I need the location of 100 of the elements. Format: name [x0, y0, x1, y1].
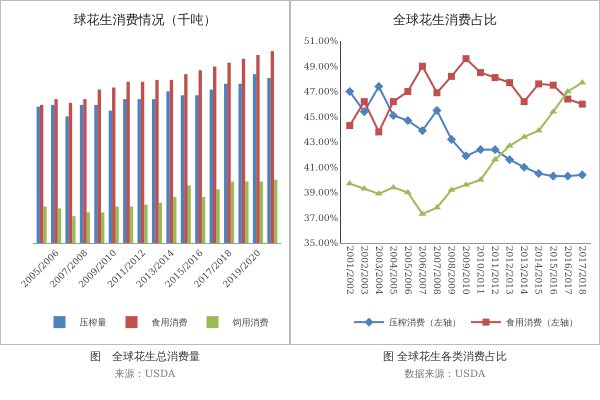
bar — [158, 202, 162, 243]
legend-label: 食用消费（左轴） — [506, 318, 578, 329]
point — [446, 134, 456, 144]
legend-label: 压榨消费（左轴） — [389, 318, 461, 329]
bar — [195, 95, 199, 243]
chart-title: 球花生消费情况（千吨） — [74, 12, 216, 28]
point — [462, 55, 470, 62]
point — [418, 126, 427, 136]
bar — [238, 84, 242, 243]
bar — [173, 196, 176, 243]
point — [433, 89, 440, 96]
point — [418, 210, 426, 216]
x-tick-label: 2002/2003 — [358, 246, 368, 295]
x-tick-label: 2006/2007 — [416, 246, 426, 295]
y-tick-label: 39.00% — [304, 188, 339, 199]
x-tick-label: 2004/2005 — [387, 246, 398, 295]
bar — [112, 88, 116, 243]
point — [506, 142, 514, 148]
x-tick-label: 2012/2013 — [504, 246, 514, 295]
x-tick-label: 2003/2004 — [372, 246, 383, 295]
bar — [40, 104, 44, 243]
x-tick-label: 2009/2010 — [460, 246, 470, 295]
point — [477, 69, 484, 76]
point — [388, 110, 398, 120]
bar — [212, 66, 216, 243]
point — [535, 80, 542, 88]
bar — [98, 89, 102, 243]
bar — [202, 196, 206, 243]
legend-label: 饲用消费 — [232, 318, 268, 329]
bar — [270, 51, 274, 243]
bar — [224, 84, 228, 243]
y-tick-label: 37.00% — [304, 214, 339, 224]
point — [360, 107, 369, 116]
bar — [252, 74, 256, 243]
bar — [108, 110, 112, 243]
point — [403, 116, 412, 126]
point — [375, 128, 382, 136]
x-tick-label: 2014/2015 — [532, 246, 543, 295]
bar — [210, 89, 213, 243]
bar — [72, 216, 76, 243]
point — [505, 155, 514, 164]
bar — [274, 180, 278, 243]
x-tick-label: 2005/2006 — [402, 246, 412, 295]
point — [534, 169, 544, 178]
text: 图 全球花生总消费量 — [89, 349, 201, 364]
source-note: 数据来源：USDA — [404, 368, 486, 381]
bar — [51, 104, 54, 243]
bar — [184, 74, 188, 243]
bar — [138, 99, 141, 243]
bar — [170, 80, 174, 243]
bar — [36, 106, 40, 243]
point — [490, 145, 500, 154]
point — [476, 145, 486, 154]
bar — [260, 182, 263, 243]
x-tick-label: 2008/2009 — [446, 246, 456, 295]
point — [390, 98, 397, 106]
point — [418, 62, 426, 70]
x-tick-label: 2010/2011 — [474, 246, 485, 295]
point — [563, 172, 572, 181]
x-tick-label: 2015/2016 — [547, 246, 558, 295]
legend-label: 食用消费 — [152, 318, 188, 329]
x-tick-label: 2017/2018 — [576, 246, 586, 295]
point — [360, 98, 368, 106]
y-tick-label: 45.00% — [304, 112, 339, 123]
point — [448, 72, 455, 80]
bar — [123, 99, 126, 243]
point — [432, 106, 442, 115]
bar — [83, 99, 87, 243]
y-tick-label: 47.00% — [304, 88, 339, 98]
point — [404, 88, 412, 95]
point — [578, 100, 586, 108]
bar — [152, 99, 156, 243]
bar — [54, 99, 58, 243]
point — [578, 170, 587, 180]
point — [492, 74, 499, 82]
bar — [198, 70, 202, 243]
bar — [140, 82, 144, 243]
point — [346, 122, 354, 130]
point — [461, 151, 471, 160]
bar — [86, 212, 90, 243]
point — [520, 133, 528, 139]
legend-label: 压榨量 — [80, 318, 106, 329]
y-tick-label: 41.00% — [304, 163, 339, 174]
point — [520, 98, 528, 106]
bar — [126, 82, 130, 243]
x-tick-label: 2001/2002 — [344, 246, 354, 295]
y-tick-label: 35.00% — [304, 239, 339, 250]
x-tick-label: 2013/2014 — [518, 246, 528, 295]
bar — [245, 182, 249, 243]
y-tick-label: 43.00% — [304, 138, 339, 148]
point — [345, 86, 354, 96]
bar — [227, 62, 231, 243]
x-tick-label: 2007/2008 — [431, 246, 442, 295]
point — [548, 172, 558, 181]
point — [564, 96, 572, 103]
bar — [65, 116, 69, 243]
point — [374, 82, 384, 91]
y-tick-label: 49.00% — [304, 62, 339, 72]
chart-title: 全球花生消费占比 — [393, 12, 497, 28]
point — [374, 190, 383, 196]
